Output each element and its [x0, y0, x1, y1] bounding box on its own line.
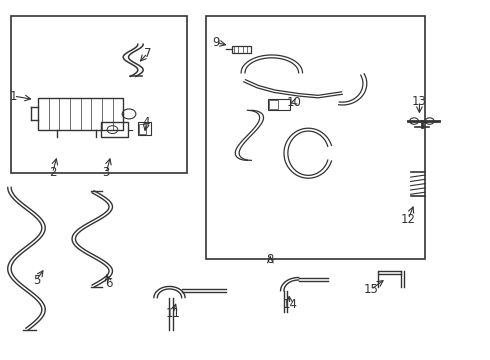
- Bar: [232, 46, 251, 53]
- Text: 1: 1: [10, 90, 17, 103]
- Text: 9: 9: [212, 36, 220, 49]
- Text: 2: 2: [49, 166, 56, 179]
- Text: 11: 11: [166, 307, 180, 320]
- Bar: [11, 16, 187, 173]
- Bar: [139, 123, 146, 134]
- Text: 12: 12: [401, 213, 416, 226]
- Text: 3: 3: [102, 166, 110, 179]
- Text: 14: 14: [282, 298, 297, 311]
- Text: 7: 7: [144, 47, 151, 60]
- Text: 6: 6: [105, 277, 112, 290]
- Bar: [138, 122, 151, 135]
- Text: 4: 4: [143, 116, 150, 129]
- Bar: [206, 16, 425, 258]
- Bar: [101, 122, 128, 137]
- Text: 10: 10: [286, 96, 301, 109]
- Bar: [268, 99, 290, 111]
- Bar: [38, 98, 123, 130]
- Bar: [270, 100, 278, 109]
- Text: 5: 5: [33, 274, 40, 287]
- Text: 15: 15: [363, 283, 378, 296]
- Text: 13: 13: [412, 95, 427, 108]
- Text: 8: 8: [267, 253, 274, 266]
